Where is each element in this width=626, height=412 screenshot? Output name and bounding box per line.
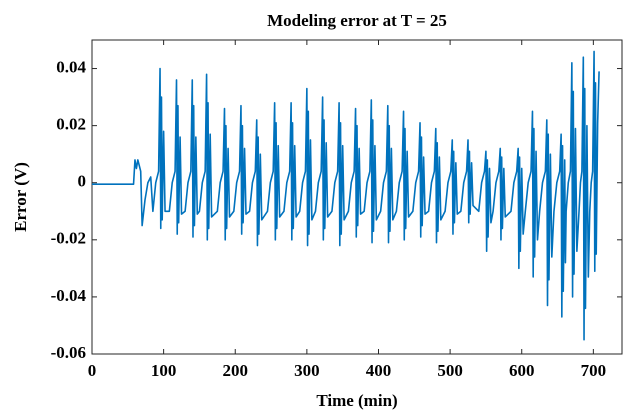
y-tick-label: 0.04 (56, 57, 86, 76)
y-tick-label: 0.02 (56, 115, 86, 134)
data-line (92, 50, 600, 341)
x-tick-label: 400 (366, 361, 392, 380)
y-tick-label: -0.02 (51, 229, 86, 248)
x-tick-label: 200 (222, 361, 248, 380)
x-tick-label: 100 (151, 361, 177, 380)
x-tick-label: 0 (88, 361, 97, 380)
y-axis-label: Error (V) (11, 162, 30, 232)
y-tick-label: 0 (78, 172, 87, 191)
x-tick-label: 700 (581, 361, 607, 380)
x-tick-label: 300 (294, 361, 320, 380)
y-tick-label: -0.04 (51, 286, 87, 305)
x-axis-label: Time (min) (316, 391, 397, 410)
x-tick-label: 600 (509, 361, 535, 380)
x-tick-label: 500 (437, 361, 463, 380)
chart-title: Modeling error at T = 25 (267, 11, 447, 30)
plot-frame (91, 39, 623, 355)
y-tick-label: -0.06 (51, 343, 86, 362)
